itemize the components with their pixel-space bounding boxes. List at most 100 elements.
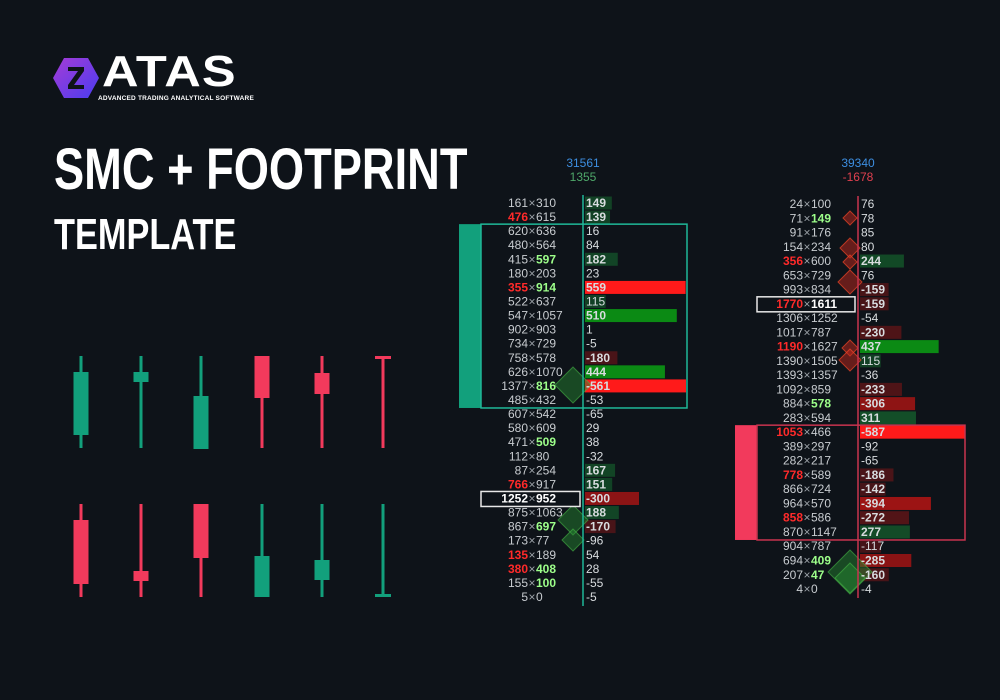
- times-separator: ×: [803, 554, 810, 568]
- times-separator: ×: [528, 590, 535, 604]
- times-separator: ×: [803, 397, 810, 411]
- footprint-row: 1306 × 1252 -54: [776, 311, 878, 325]
- bid-volume: 620: [508, 224, 528, 238]
- delta-bar: [860, 340, 939, 354]
- ask-volume: 917: [536, 477, 556, 491]
- footprint-row: 91 × 176 85: [790, 226, 875, 240]
- ask-volume: 310: [536, 196, 556, 210]
- delta-bar: [585, 294, 606, 308]
- ask-volume: 297: [811, 439, 831, 453]
- ask-volume: 615: [536, 210, 556, 224]
- footprint-row: 356 × 600 244: [783, 254, 881, 268]
- bid-volume: 626: [508, 365, 528, 379]
- bid-volume: 993: [783, 283, 803, 297]
- ask-volume: 914: [536, 280, 556, 294]
- delta-value: -587: [861, 425, 885, 439]
- footprint-row: 904 × 787 -117: [783, 539, 884, 553]
- ask-volume: 254: [536, 463, 556, 477]
- footprint-row: 858 × 586 -272: [783, 511, 885, 525]
- candle-wick: [260, 504, 264, 597]
- times-separator: ×: [803, 511, 810, 525]
- times-separator: ×: [803, 297, 810, 311]
- bid-volume: 173: [508, 534, 528, 548]
- logo-wordmark: ATAS: [102, 47, 237, 96]
- footprint-row: 964 × 570 -394: [783, 496, 885, 510]
- bid-volume: 902: [508, 323, 528, 337]
- times-separator: ×: [528, 266, 535, 280]
- delta-bar: [860, 511, 909, 525]
- delta-bar: [860, 496, 931, 510]
- ask-volume: 903: [536, 323, 556, 337]
- imbalance-diamond: [842, 254, 858, 270]
- delta-bar: [860, 554, 912, 567]
- delta-value: -186: [861, 468, 885, 482]
- candle-body: [73, 372, 89, 435]
- times-separator: ×: [803, 539, 810, 553]
- delta-bar: [860, 525, 910, 539]
- delta-bar: [585, 520, 616, 534]
- footprint-row: 24 × 100 76: [790, 197, 875, 211]
- delta-value: 167: [586, 463, 606, 477]
- bid-volume: 5: [521, 590, 528, 604]
- bullish-candle: [254, 504, 270, 597]
- delta-value: -55: [586, 576, 604, 590]
- total-volume: 31561: [566, 156, 600, 170]
- footprint-row: 1053 × 466 -587: [776, 425, 885, 439]
- bid-volume: 283: [783, 411, 803, 425]
- delta-value: 28: [586, 562, 600, 576]
- times-separator: ×: [528, 407, 535, 421]
- delta-value: -561: [586, 379, 610, 393]
- footprint-row: 154 × 234 80: [783, 240, 875, 254]
- delta-bar: [585, 280, 686, 294]
- times-separator: ×: [803, 340, 810, 354]
- times-separator: ×: [528, 576, 535, 590]
- delta-bar: [860, 297, 889, 311]
- candle-body: [254, 356, 270, 398]
- footprint-row: 5 × 0 -5: [521, 590, 597, 604]
- delta-value: 80: [861, 240, 875, 254]
- delta-bar: [860, 325, 902, 339]
- delta-value: 188: [586, 506, 606, 520]
- footprint-row: 522 × 637 115: [508, 294, 605, 308]
- bid-volume: 694: [783, 554, 803, 568]
- delta-bar: [860, 254, 904, 268]
- candle-wick: [139, 504, 143, 597]
- times-separator: ×: [803, 382, 810, 396]
- delta-value: -32: [586, 449, 604, 463]
- delta-value: -180: [586, 351, 610, 365]
- ask-volume: 1627: [811, 340, 838, 354]
- bid-volume: 1390: [776, 354, 803, 368]
- delta-value: 84: [586, 238, 600, 252]
- candle-wick: [320, 504, 324, 597]
- ask-volume: 952: [536, 491, 556, 505]
- times-separator: ×: [528, 337, 535, 351]
- bid-volume: 607: [508, 407, 528, 421]
- delta-value: 182: [586, 252, 606, 266]
- bid-volume: 1377: [501, 379, 528, 393]
- ask-volume: 1252: [811, 311, 838, 325]
- ask-volume: 787: [811, 325, 831, 339]
- bid-volume: 870: [783, 525, 803, 539]
- bid-volume: 355: [508, 280, 528, 294]
- footprint-row: 207 × 47 -160: [783, 568, 885, 582]
- bid-volume: 24: [790, 197, 804, 211]
- ask-volume: 100: [811, 197, 831, 211]
- bid-volume: 964: [783, 496, 803, 510]
- ask-volume: 586: [811, 511, 831, 525]
- footprint-row: 866 × 724 -142: [783, 482, 885, 496]
- delta-value: 444: [586, 365, 606, 379]
- bid-volume: 653: [783, 268, 803, 282]
- delta-bar: [860, 397, 916, 411]
- delta-bar: [860, 283, 889, 297]
- delta-bar: [860, 568, 889, 582]
- bearish-candle: [73, 504, 89, 597]
- bid-volume: 867: [508, 520, 528, 534]
- bid-volume: 380: [508, 562, 528, 576]
- bid-volume: 180: [508, 266, 528, 280]
- times-separator: ×: [803, 496, 810, 510]
- delta-value: 510: [586, 309, 606, 323]
- footprint-row: 112 × 80 -32: [509, 449, 604, 463]
- bid-volume: 471: [508, 435, 528, 449]
- times-separator: ×: [528, 323, 535, 337]
